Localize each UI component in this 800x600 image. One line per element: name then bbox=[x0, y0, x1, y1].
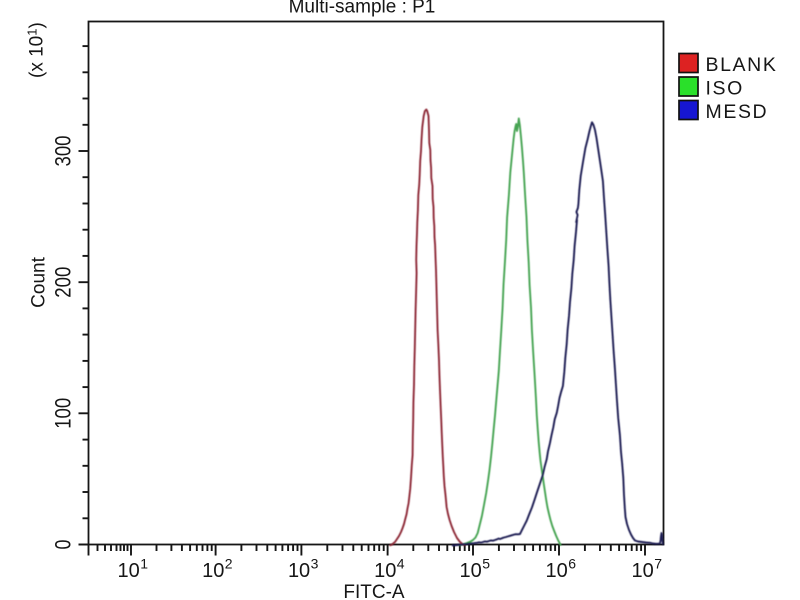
svg-text:3: 3 bbox=[311, 556, 319, 572]
svg-text:MESD: MESD bbox=[706, 101, 769, 123]
svg-text:10: 10 bbox=[632, 560, 654, 582]
svg-text:200: 200 bbox=[51, 267, 76, 298]
svg-text:BLANK: BLANK bbox=[706, 54, 778, 76]
svg-text:6: 6 bbox=[568, 556, 576, 572]
svg-text:5: 5 bbox=[482, 556, 490, 572]
svg-text:10: 10 bbox=[374, 560, 396, 582]
svg-text:10: 10 bbox=[118, 560, 140, 582]
svg-text:10: 10 bbox=[546, 560, 568, 582]
svg-text:1: 1 bbox=[140, 556, 148, 572]
svg-text:Multi-sample : P1: Multi-sample : P1 bbox=[289, 0, 436, 18]
svg-text:2: 2 bbox=[225, 556, 233, 572]
svg-text:300: 300 bbox=[51, 136, 76, 167]
svg-text:100: 100 bbox=[51, 398, 76, 429]
svg-text:Count: Count bbox=[29, 256, 50, 307]
svg-text:ISO: ISO bbox=[706, 78, 744, 100]
svg-text:0: 0 bbox=[51, 540, 76, 550]
svg-text:7: 7 bbox=[654, 556, 662, 572]
svg-text:10: 10 bbox=[288, 560, 310, 582]
svg-text:10: 10 bbox=[202, 560, 224, 582]
svg-text:10: 10 bbox=[460, 560, 482, 582]
svg-text:FITC-A: FITC-A bbox=[343, 582, 405, 600]
svg-text:(x 101): (x 101) bbox=[25, 22, 48, 78]
svg-text:4: 4 bbox=[397, 556, 405, 572]
